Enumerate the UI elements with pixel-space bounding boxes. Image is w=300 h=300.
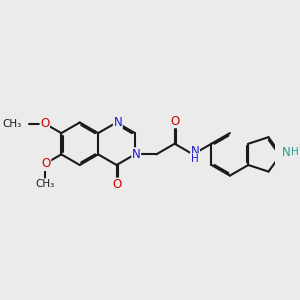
- Text: O: O: [170, 115, 179, 128]
- Text: H: H: [191, 154, 199, 164]
- Text: O: O: [41, 158, 51, 170]
- Text: CH₃: CH₃: [3, 118, 22, 129]
- Text: CH₃: CH₃: [35, 179, 54, 189]
- Text: N: N: [191, 145, 200, 158]
- Text: O: O: [112, 178, 121, 191]
- Text: H: H: [291, 147, 298, 158]
- Text: N: N: [282, 146, 291, 159]
- Text: N: N: [132, 148, 141, 161]
- Text: N: N: [113, 116, 122, 129]
- Text: O: O: [40, 117, 50, 130]
